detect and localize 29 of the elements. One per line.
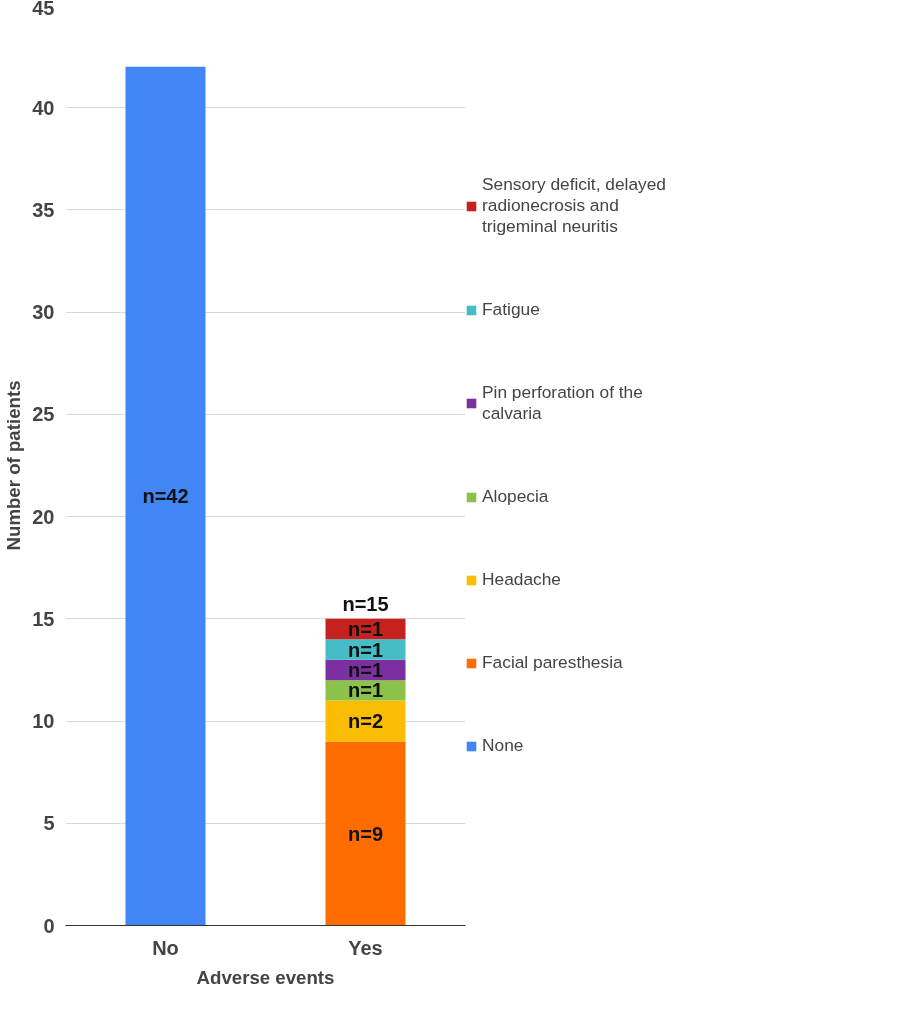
data-label: n=42 bbox=[142, 485, 189, 508]
y-tick-label: 45 bbox=[32, 0, 55, 19]
legend-label: Alopecia bbox=[482, 486, 549, 507]
data-label: n=1 bbox=[347, 679, 384, 702]
x-axis-title: Adverse events bbox=[196, 966, 335, 988]
y-tick-label: 30 bbox=[32, 301, 55, 324]
legend-label: Facial paresthesia bbox=[482, 652, 623, 673]
legend-label: Headache bbox=[482, 569, 562, 590]
y-tick-label: 25 bbox=[32, 403, 55, 426]
total-label: n=15 bbox=[342, 592, 389, 615]
data-label: n=1 bbox=[347, 658, 384, 681]
y-tick-label: 10 bbox=[32, 710, 55, 733]
x-tick-label: Yes bbox=[348, 936, 383, 959]
y-tick-label: 40 bbox=[32, 96, 55, 119]
data-label: n=9 bbox=[347, 822, 384, 845]
legend-label: None bbox=[482, 735, 524, 756]
y-tick-label: 20 bbox=[32, 505, 55, 528]
y-tick-label: 5 bbox=[43, 812, 55, 835]
legend-label: Fatigue bbox=[482, 299, 540, 320]
data-label: n=2 bbox=[347, 710, 384, 733]
legend-label: Sensory deficit, delayed radionecrosis and trigeminal neuritis bbox=[482, 174, 666, 237]
y-axis-title: Number of patients bbox=[3, 380, 25, 551]
y-tick-label: 0 bbox=[43, 914, 55, 937]
legend-label: Pin perforation of the calvaria bbox=[482, 382, 643, 424]
data-label: n=1 bbox=[347, 618, 384, 641]
data-label: n=1 bbox=[347, 638, 384, 661]
x-tick-label: No bbox=[152, 936, 179, 959]
y-tick-label: 35 bbox=[32, 198, 55, 221]
y-tick-label: 15 bbox=[32, 607, 55, 630]
